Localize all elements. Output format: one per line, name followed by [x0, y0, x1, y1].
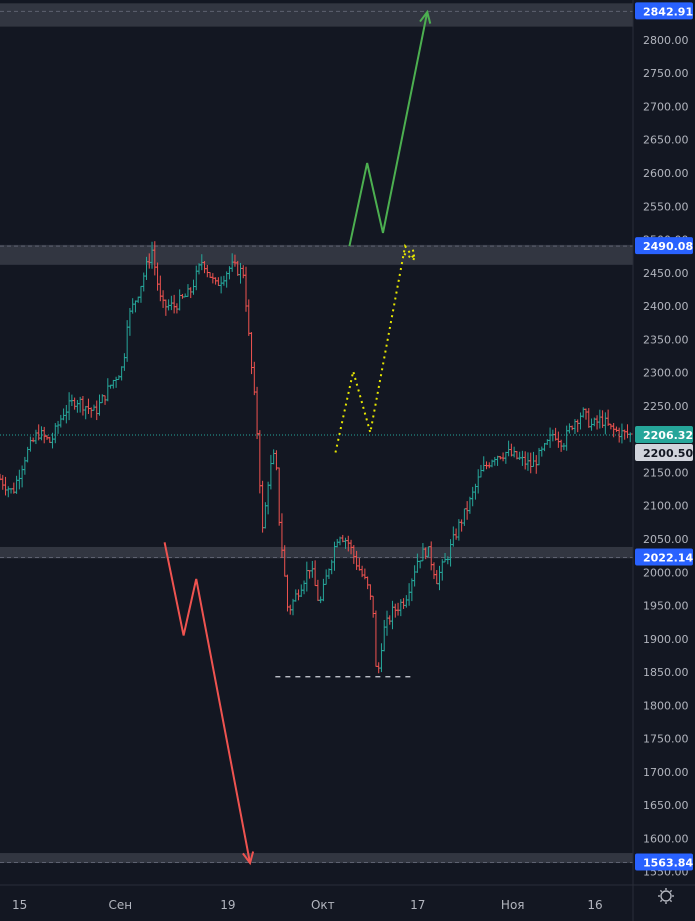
- level-price-badge[interactable]: 2490.08: [635, 237, 693, 255]
- level-price-badge-text: 1563.84: [643, 856, 693, 869]
- current-price-badge-text: 2206.32: [643, 429, 693, 442]
- scenario-path-bull[interactable]: [348, 11, 429, 247]
- y-tick-label: 2350.00: [643, 333, 689, 346]
- scenario-arrowhead-bull: [419, 9, 432, 24]
- y-tick-label: 1800.00: [643, 699, 689, 712]
- y-tick-label: 2250.00: [643, 400, 689, 413]
- x-tick-label: Ноя: [501, 898, 525, 912]
- y-tick-label: 2750.00: [643, 67, 689, 80]
- level-price-badge-bg: [635, 2, 693, 20]
- y-tick-label: 2400.00: [643, 300, 689, 313]
- level-price-badge-bg: [635, 853, 693, 871]
- scenario-path-alt[interactable]: [334, 243, 416, 453]
- level-zone[interactable]: [0, 546, 633, 559]
- x-tick-label: 17: [410, 898, 425, 912]
- y-tick-label: 2000.00: [643, 566, 689, 579]
- y-tick-label: 1750.00: [643, 733, 689, 746]
- level-price-badge-text: 2490.08: [643, 240, 693, 253]
- x-tick-label: 16: [587, 898, 602, 912]
- level-price-badge[interactable]: 2022.14: [635, 548, 693, 566]
- reference-price-badge-text: 2200.50: [643, 447, 693, 460]
- y-tick-label: 2150.00: [643, 466, 689, 479]
- y-tick-label: 1850.00: [643, 666, 689, 679]
- y-tick-label: 2450.00: [643, 267, 689, 280]
- x-tick-label: Окт: [311, 898, 335, 912]
- level-zone[interactable]: [0, 853, 633, 864]
- y-tick-label: 1700.00: [643, 766, 689, 779]
- reference-price-badge-bg: [635, 443, 693, 461]
- y-tick-label: 1950.00: [643, 600, 689, 613]
- y-tick-label: 2100.00: [643, 500, 689, 513]
- x-tick-label: 15: [12, 898, 27, 912]
- scenario-arrowhead-alt: [403, 247, 416, 262]
- time-axis-bg: [0, 885, 633, 921]
- x-tick-label: Сен: [108, 898, 132, 912]
- level-price-badge[interactable]: 1563.84: [635, 853, 693, 871]
- level-price-badge-text: 2842.91: [643, 5, 693, 18]
- current-price-badge-bg: [635, 425, 693, 443]
- y-tick-label: 2650.00: [643, 134, 689, 147]
- current-price-badge[interactable]: 2206.32: [635, 425, 693, 443]
- gear-icon[interactable]: [658, 888, 674, 904]
- y-tick-label: 2800.00: [643, 34, 689, 47]
- y-tick-label: 2700.00: [643, 100, 689, 113]
- y-tick-label: 2300.00: [643, 367, 689, 380]
- level-price-badge-bg: [635, 237, 693, 255]
- level-price-badge-text: 2022.14: [643, 552, 693, 565]
- y-tick-label: 1600.00: [643, 832, 689, 845]
- level-price-badge[interactable]: 2842.91: [635, 2, 693, 20]
- level-zone[interactable]: [0, 244, 633, 265]
- y-tick-label: 2550.00: [643, 200, 689, 213]
- y-tick-label: 1900.00: [643, 633, 689, 646]
- level-price-badge-bg: [635, 548, 693, 566]
- x-tick-label: 19: [220, 898, 235, 912]
- reference-price-badge: 2200.50: [635, 443, 693, 461]
- level-zone[interactable]: [0, 3, 633, 27]
- y-tick-label: 2600.00: [643, 167, 689, 180]
- y-tick-label: 2050.00: [643, 533, 689, 546]
- scenario-arrowhead-bear: [242, 851, 255, 866]
- scenario-path-bear[interactable]: [163, 542, 252, 864]
- y-tick-label: 1650.00: [643, 799, 689, 812]
